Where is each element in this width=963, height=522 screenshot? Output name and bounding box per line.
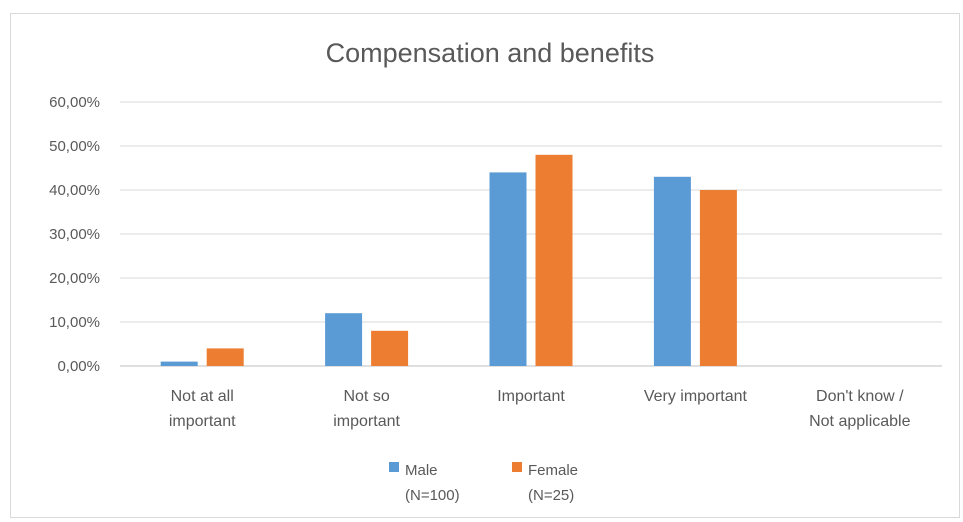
x-axis-labels: Not at all important Not so important Import… (169, 388, 911, 430)
x-tick-label: Don't know / (816, 388, 904, 405)
bar-male (160, 361, 198, 366)
y-tick-label: 30,00% (49, 226, 100, 243)
bar-male (325, 313, 363, 366)
x-tick-label: Not so (343, 388, 389, 405)
x-tick-label: Very important (644, 388, 748, 405)
legend-swatch (389, 462, 399, 472)
bar-female (699, 190, 737, 366)
y-tick-label: 10,00% (49, 314, 100, 331)
y-tick-label: 0,00% (57, 358, 100, 375)
x-tick-label: important (169, 413, 236, 430)
chart-title: Compensation and benefits (326, 38, 655, 68)
bar-female (371, 330, 409, 366)
legend-label: (N=100) (405, 487, 460, 504)
bar-female (206, 348, 244, 366)
bar-male (653, 176, 691, 366)
y-tick-label: 40,00% (49, 182, 100, 199)
bar-male (489, 172, 527, 366)
legend-label: Female (528, 462, 578, 479)
y-tick-label: 50,00% (49, 138, 100, 155)
legend-label: (N=25) (528, 487, 574, 504)
legend: Male (N=100) Female (N=25) (389, 462, 578, 504)
gridlines (120, 101, 942, 367)
y-tick-label: 60,00% (49, 94, 100, 111)
x-tick-label: Not at all (171, 388, 234, 405)
x-tick-label: important (333, 413, 400, 430)
bars (160, 154, 737, 366)
chart-frame (10, 13, 960, 518)
y-tick-label: 20,00% (49, 270, 100, 287)
legend-swatch (512, 462, 522, 472)
bar-female (535, 154, 573, 366)
legend-label: Male (405, 462, 438, 479)
x-tick-label: Important (497, 388, 565, 405)
x-tick-label: Not applicable (809, 413, 911, 430)
y-axis-ticks: 0,00% 10,00% 20,00% 30,00% 40,00% 50,00% 60,00… (49, 94, 100, 375)
